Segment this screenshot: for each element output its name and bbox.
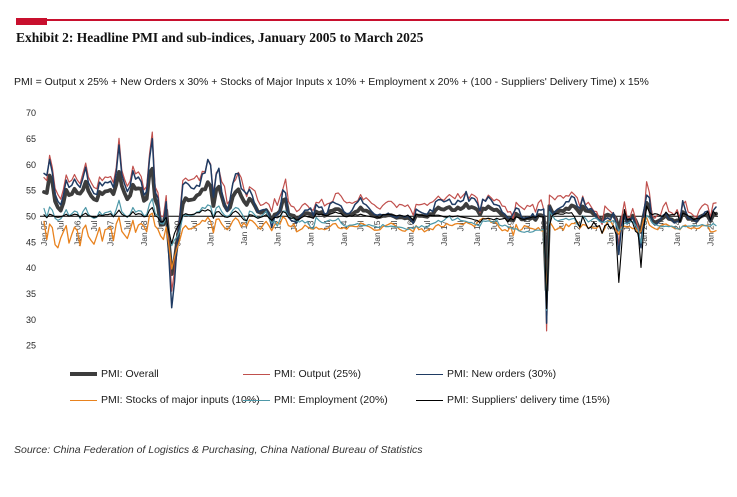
x-axis-tick-label: Jan 18 [472,220,482,246]
legend-swatch [70,399,97,401]
x-axis-tick-label: Jan 05 [39,220,49,246]
legend-swatch [243,373,270,375]
x-axis-tick-label: Jul [689,220,699,231]
series-line-pmi-employment-20 [43,198,717,311]
y-axis-tick-label: 40 [26,263,36,273]
x-axis-tick-label: Jan 10 [206,220,216,246]
x-axis-tick-label: Jul [89,220,99,231]
x-axis-tick-label: Jul [489,220,499,231]
legend-item-pmi-employment-20: PMI: Employment (20%) [243,394,388,412]
legend-item-pmi-overall: PMI: Overall [70,368,159,386]
legend-swatch [70,372,97,377]
x-axis-tick-label: Jan 21 [572,220,582,246]
legend-swatch [416,399,443,401]
y-axis-tick-label: 60 [26,160,36,170]
x-axis-tick-label: Jan 14 [339,220,349,246]
x-axis-tick-label: Jan 17 [439,220,449,246]
y-axis-tick-label: 35 [26,289,36,299]
legend-label: PMI: Output (25%) [274,368,361,380]
x-axis-tick-label: Jan 11 [239,220,249,245]
legend-swatch [243,399,270,401]
series-line-pmi-new-orders-30 [43,138,717,324]
x-axis-tick-label: Jul [256,220,266,231]
legend-item-pmi-stocks-of-major-inputs-10: PMI: Stocks of major inputs (10%) [70,394,260,412]
x-axis-tick-label: Jul [456,220,466,231]
x-axis-tick-label: Jul [522,220,532,231]
legend-item-pmi-output-25: PMI: Output (25%) [243,368,361,386]
legend-swatch [416,373,443,375]
legend-label: PMI: New orders (30%) [447,368,557,380]
y-axis-tick-label: 65 [26,134,36,144]
y-axis-tick-label: 25 [26,341,36,351]
x-axis-tick-label: Jan 12 [272,220,282,246]
x-axis-tick-label: Jan 19 [506,220,516,246]
x-axis-tick-label: Jan 24 [672,220,682,246]
x-axis-tick-label: Jul [189,220,199,231]
x-axis-tick-label: Jul [222,220,232,231]
chart-legend: PMI: Overall PMI: Output (25%) PMI: New or… [70,368,690,418]
x-axis-tick-label: Jan 22 [605,220,615,246]
x-axis-tick-label: Jul [389,220,399,231]
x-axis-tick-label: Jul [622,220,632,231]
legend-item-pmi-new-orders-30: PMI: New orders (30%) [416,368,556,386]
top-accent-rule [16,19,729,21]
x-axis-tick-label: Jul [422,220,432,231]
x-axis-tick-label: Jul [122,220,132,231]
legend-label: PMI: Employment (20%) [274,394,388,406]
y-axis-tick-label: 45 [26,237,36,247]
x-axis-tick-label: Jul [356,220,366,231]
x-axis-tick-label: Jan 16 [406,220,416,246]
series-line-pmi-suppliers-delivery-time-15 [43,205,717,310]
exhibit-title: Exhibit 2: Headline PMI and sub-indices,… [16,30,424,45]
y-axis-tick-label: 30 [26,315,36,325]
y-axis-tick-label: 70 [26,108,36,118]
legend-label: PMI: Overall [101,368,159,380]
y-axis-tick-label: 55 [26,186,36,196]
pmi-formula-subtitle: PMI = Output x 25% + New Orders x 30% + … [14,76,649,88]
legend-label: PMI: Stocks of major inputs (10%) [101,394,260,406]
x-axis-tick-label: Jul [56,220,66,231]
legend-item-pmi-suppliers-delivery-time-15: PMI: Suppliers' delivery time (15%) [416,394,610,412]
legend-label: PMI: Suppliers' delivery time (15%) [447,394,611,406]
top-accent-block [16,18,47,25]
series-line-pmi-stocks-of-major-inputs-10 [43,212,717,301]
x-axis-tick-label: Jul [322,220,332,231]
series-line-pmi-overall [42,166,718,293]
x-axis-tick-label: Jan 15 [372,220,382,246]
source-note: Source: China Federation of Logistics & … [14,444,423,456]
x-axis-tick-label: Jan 08 [139,220,149,246]
x-axis-tick-label: Jan 13 [306,220,316,246]
x-axis-tick-label: Jul [589,220,599,231]
series-line-pmi-output-25 [43,131,717,332]
x-axis-tick-label: Jul [555,220,565,231]
x-axis-tick-label: Jan 25 [705,220,715,246]
x-axis-tick-label: Jan 07 [106,220,116,246]
y-axis-tick-label: 50 [26,211,36,221]
